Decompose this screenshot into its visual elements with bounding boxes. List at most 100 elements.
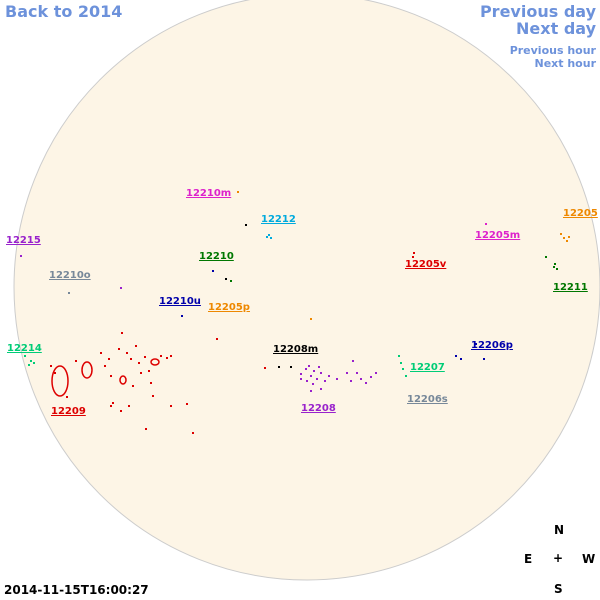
region-12210[interactable]: 12210 — [199, 251, 234, 262]
region-12209[interactable]: 12209 — [51, 406, 86, 417]
sunspot-dot — [360, 378, 362, 380]
sunspot-dot — [138, 362, 140, 364]
region-12208[interactable]: 12208 — [301, 403, 336, 414]
sunspot-dot — [118, 348, 120, 350]
sunspot-dot — [352, 360, 354, 362]
sunspot-dot — [320, 372, 322, 374]
next-hour-link[interactable]: Next hour — [534, 57, 597, 70]
sunspot-dot — [120, 287, 122, 289]
region-12208m[interactable]: 12208m — [273, 344, 319, 355]
sunspot-dot — [192, 432, 194, 434]
sunspot-dot — [186, 403, 188, 405]
previous-hour-link[interactable]: Previous hour — [509, 44, 596, 57]
sunspot-dot — [320, 388, 322, 390]
sunspot-dot — [225, 278, 227, 280]
sunspot-dot — [556, 268, 558, 270]
sunspot-dot — [350, 380, 352, 382]
sunspot-dot — [100, 352, 102, 354]
compass-east: E — [524, 552, 533, 566]
previous-day-link[interactable]: Previous day — [479, 2, 596, 21]
region-12206s[interactable]: 12206s — [407, 394, 448, 405]
sunspot-dot — [346, 372, 348, 374]
sunspot-dot — [170, 405, 172, 407]
sunspot-dot — [130, 358, 132, 360]
sunspot-dot — [181, 315, 183, 317]
sunspot-dot — [400, 362, 402, 364]
sunspot-dot — [336, 378, 338, 380]
sunspot-dot — [356, 372, 358, 374]
region-12212[interactable]: 12212 — [261, 214, 296, 225]
region-12215[interactable]: 12215 — [6, 235, 41, 246]
region-12205m[interactable]: 12205m — [475, 230, 521, 241]
sunspot-dot — [121, 332, 123, 334]
sunspot-dot — [305, 368, 307, 370]
region-12207[interactable]: 12207 — [410, 362, 445, 373]
sunspot-dot — [66, 396, 68, 398]
sunspot-dot — [560, 233, 562, 235]
sunspot-dot — [54, 372, 56, 374]
sunspot-dot — [152, 395, 154, 397]
sunspot-dot — [324, 380, 326, 382]
compass-center: + — [553, 551, 564, 565]
sunspot-dot — [328, 375, 330, 377]
sunspot-dot — [485, 223, 487, 225]
sunspot-dot — [313, 370, 315, 372]
sunspot-dot — [402, 368, 404, 370]
sunspot-dot — [28, 364, 30, 366]
sunspot-dot — [24, 355, 26, 357]
region-12205[interactable]: 12205 — [563, 208, 598, 219]
region-12206p[interactable]: 12206p — [471, 340, 513, 351]
sunspot-dot — [50, 365, 52, 367]
region-12214[interactable]: 12214 — [7, 343, 42, 354]
sunspot-dot — [306, 380, 308, 382]
sunspot-dot — [160, 355, 162, 357]
sunspot-dot — [300, 378, 302, 380]
sunspot-dot — [566, 240, 568, 242]
sunspot-dot — [412, 256, 414, 258]
sunspot-dot — [318, 366, 320, 368]
sunspot-dot — [230, 280, 232, 282]
region-12205p[interactable]: 12205p — [208, 302, 250, 313]
sunspot-dot — [545, 256, 547, 258]
sunspot-dot — [148, 370, 150, 372]
sunspot-dot — [266, 236, 268, 238]
region-12210m[interactable]: 12210m — [186, 188, 232, 199]
sunspot-dot — [33, 362, 35, 364]
sunspot-dot — [166, 357, 168, 359]
sunspot-dot — [264, 367, 266, 369]
sunspot-contour — [150, 358, 160, 366]
sunspot-dot — [132, 385, 134, 387]
back-to-2014-link[interactable]: Back to 2014 — [5, 2, 123, 21]
sunspot-dot — [150, 382, 152, 384]
sunspot-dot — [110, 405, 112, 407]
sunspot-dot — [120, 410, 122, 412]
sunspot-dot — [365, 382, 367, 384]
sunspot-dot — [144, 356, 146, 358]
sunspot-dot — [278, 366, 280, 368]
sunspot-dot — [104, 365, 106, 367]
region-12210u[interactable]: 12210u — [159, 296, 201, 307]
sunspot-dot — [140, 372, 142, 374]
sunspot-contour — [119, 375, 127, 385]
sunspot-dot — [316, 378, 318, 380]
sunspot-dot — [413, 252, 415, 254]
sunspot-dot — [312, 383, 314, 385]
sunspot-dot — [126, 352, 128, 354]
next-day-link[interactable]: Next day — [516, 19, 596, 38]
region-12205v[interactable]: 12205v — [405, 259, 447, 270]
sunspot-dot — [405, 375, 407, 377]
sunspot-contour — [51, 365, 69, 397]
sunspot-dot — [300, 373, 302, 375]
sunspot-dot — [308, 365, 310, 367]
sunspot-dot — [290, 366, 292, 368]
sunspot-dot — [563, 237, 565, 239]
region-12211[interactable]: 12211 — [553, 282, 588, 293]
sunspot-dot — [135, 345, 137, 347]
sunspot-dot — [483, 358, 485, 360]
compass-west: W — [582, 552, 596, 566]
region-12210o[interactable]: 12210o — [49, 270, 91, 281]
sunspot-contour — [81, 361, 93, 379]
sunspot-dot — [145, 428, 147, 430]
sunspot-dot — [398, 355, 400, 357]
